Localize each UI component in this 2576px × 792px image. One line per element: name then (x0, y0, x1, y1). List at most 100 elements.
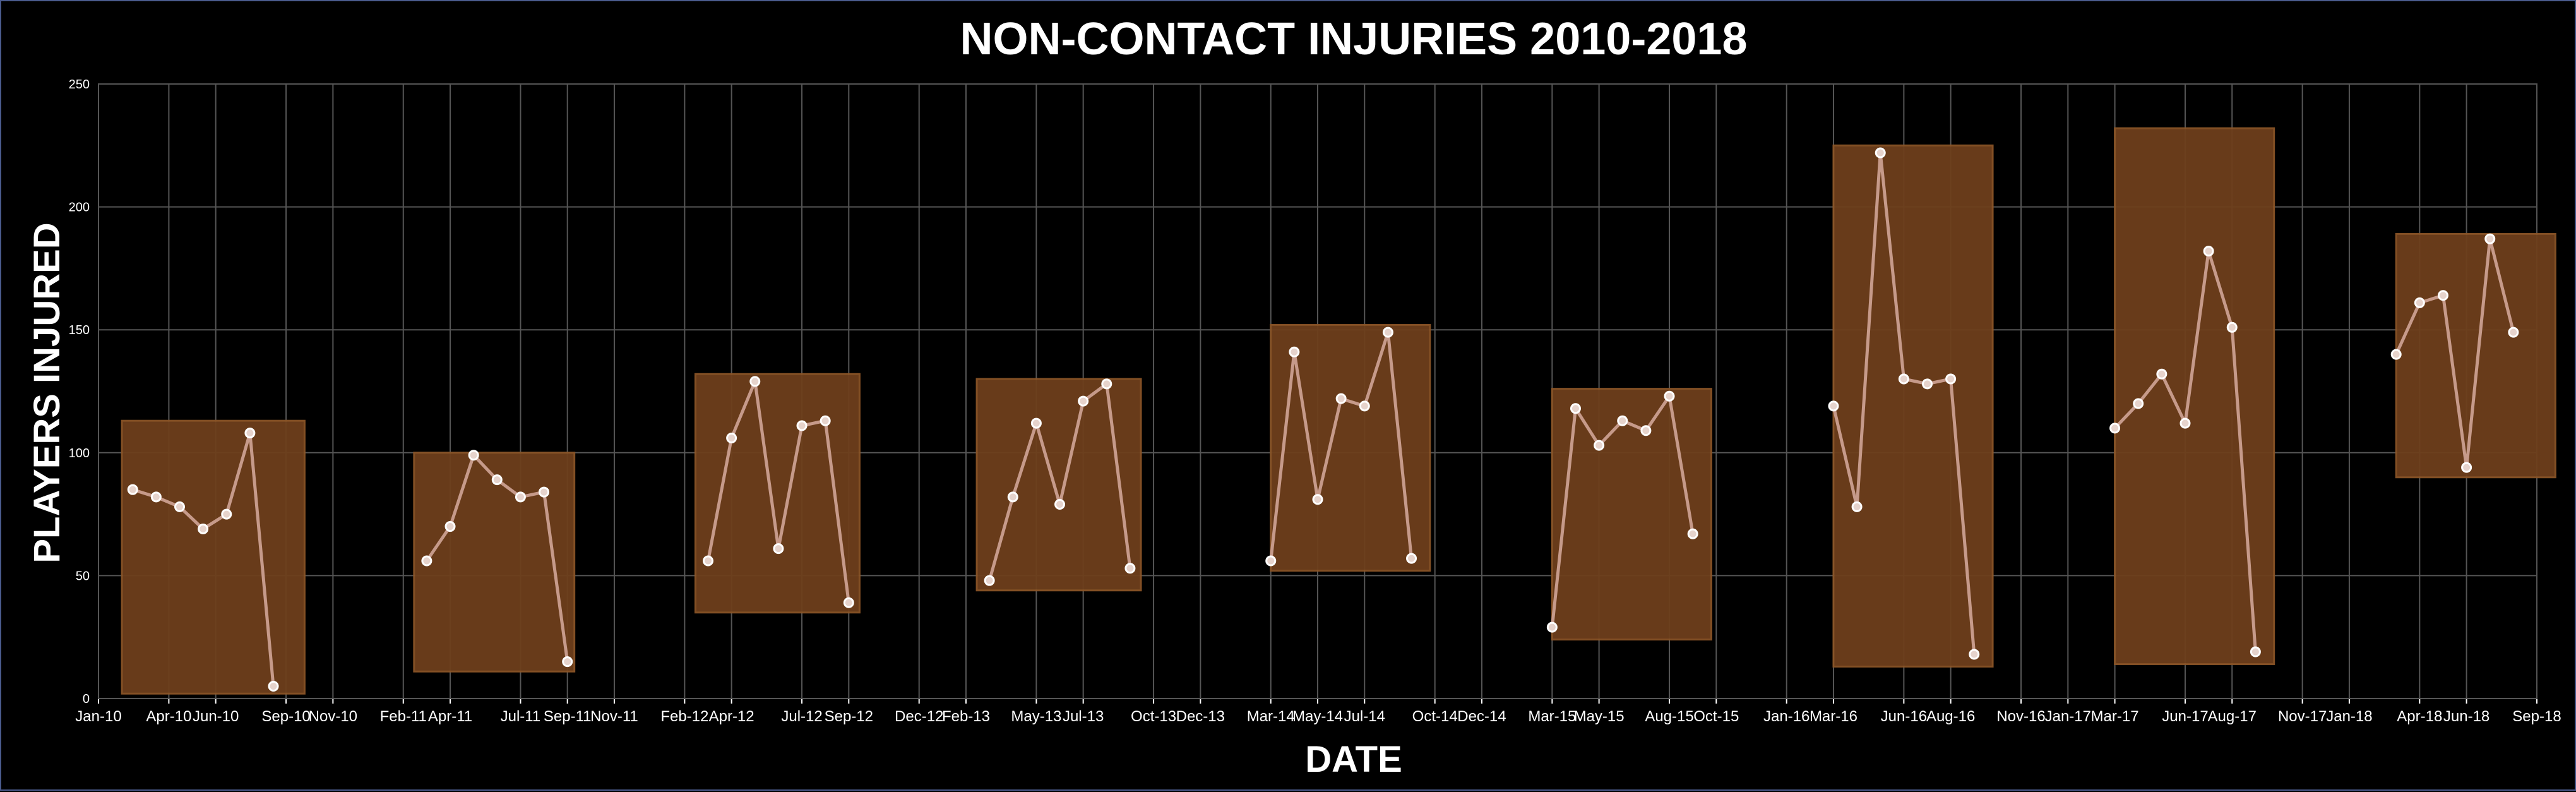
x-tick-label: Nov-11 (590, 708, 638, 725)
data-point (2203, 246, 2214, 257)
data-point (2437, 290, 2448, 301)
data-point (244, 428, 256, 439)
x-tick-label: Aug-15 (1645, 708, 1693, 725)
x-tick-label: Apr-10 (146, 708, 191, 725)
x-tick-label: Nov-17 (2278, 708, 2327, 725)
chart-title: NON-CONTACT INJURIES 2010-2018 (960, 14, 1748, 64)
season-line (2394, 237, 2515, 469)
x-tick-label: Feb-12 (660, 708, 708, 725)
x-tick-label: Mar-17 (2091, 708, 2139, 725)
season-range-boxes (121, 127, 2556, 695)
season-range-box (2395, 232, 2556, 479)
data-point (773, 543, 784, 555)
data-point (468, 450, 479, 461)
data-point (174, 501, 185, 512)
x-tick-label: Sep-10 (261, 708, 310, 725)
x-tick-label: Oct-13 (1131, 708, 1176, 725)
x-tick-label: May-13 (1011, 708, 1061, 725)
data-point-markers (127, 147, 2519, 692)
data-point (1124, 563, 1136, 574)
data-point (2250, 646, 2261, 657)
data-point (2226, 321, 2238, 333)
x-tick-label: Jul-13 (1063, 708, 1104, 725)
season-range-box (975, 378, 1142, 592)
data-point (1922, 378, 1933, 390)
x-tick-label: Feb-11 (380, 708, 427, 725)
y-tick-label: 250 (69, 78, 90, 92)
x-tick-label: Nov-16 (1996, 708, 2045, 725)
data-point (2179, 417, 2191, 429)
data-point (2508, 327, 2519, 338)
x-tick-label: Mar-14 (1247, 708, 1295, 725)
x-tick-label: Jan-16 (1763, 708, 1810, 725)
data-point (1945, 373, 1957, 385)
data-point (1312, 494, 1323, 505)
y-tick-label: 0 (83, 692, 90, 706)
x-tick-label: Jun-10 (193, 708, 239, 725)
data-point (1078, 395, 1089, 407)
data-point (2156, 368, 2168, 380)
x-tick-label: Jan-17 (2045, 708, 2091, 725)
data-point (539, 486, 550, 498)
data-point (1594, 440, 1605, 451)
season-range-box (2114, 127, 2275, 666)
data-point (843, 597, 854, 608)
data-point (984, 575, 995, 586)
x-tick-label: Sep-11 (544, 708, 592, 725)
season-range-box (121, 419, 306, 695)
y-tick-label: 50 (76, 569, 90, 583)
x-tick-label: May-14 (1292, 708, 1343, 725)
data-point (1664, 390, 1675, 402)
data-point (421, 555, 432, 567)
y-tick-label: 200 (69, 201, 90, 215)
data-point (1406, 553, 1417, 564)
data-point (1054, 499, 1066, 510)
x-tick-label: Jul-12 (781, 708, 822, 725)
x-tick-label: Sep-12 (825, 708, 873, 725)
data-point (1898, 373, 1909, 385)
data-point (1687, 528, 1698, 539)
data-point (1265, 555, 1277, 567)
data-point (1828, 400, 1839, 412)
x-tick-label: Feb-13 (942, 708, 990, 725)
x-tick-label: Dec-14 (1457, 708, 1506, 725)
x-tick-label: Jul-11 (501, 708, 541, 725)
y-tick-label: 150 (69, 323, 90, 337)
y-axis-title: PLAYERS INJURED (27, 222, 68, 563)
data-point (268, 681, 279, 692)
data-point (1640, 425, 1652, 436)
x-tick-label: Jan-18 (2326, 708, 2372, 725)
x-tick-label: Apr-11 (428, 708, 472, 725)
x-tick-label: Nov-10 (309, 708, 357, 725)
season-range-box (1832, 144, 1994, 668)
data-point (1382, 327, 1393, 338)
x-tick-label: May-15 (1574, 708, 1625, 725)
data-point (1289, 346, 1300, 357)
x-tick-label: Mar-15 (1528, 708, 1576, 725)
x-tick-label: Apr-12 (709, 708, 754, 725)
data-point (1570, 403, 1581, 414)
season-range-box (1551, 388, 1712, 641)
data-point (1875, 147, 1886, 159)
data-point (1007, 491, 1018, 503)
data-point (2390, 349, 2402, 360)
x-tick-label: Sep-18 (2512, 708, 2561, 725)
data-point (1359, 400, 1370, 412)
data-point (515, 491, 526, 503)
data-point (2414, 297, 2425, 308)
x-tick-label: Jun-17 (2162, 708, 2208, 725)
x-tick-label: Mar-16 (1810, 708, 1857, 725)
data-point (1030, 417, 1042, 429)
data-point (2133, 398, 2144, 409)
x-tick-label: Oct-14 (1412, 708, 1458, 725)
data-point (749, 376, 761, 387)
data-point (2461, 462, 2472, 473)
x-tick-label: Aug-17 (2208, 708, 2257, 725)
data-point (2109, 423, 2121, 434)
data-point (2484, 233, 2496, 244)
season-range-box (694, 373, 861, 614)
x-tick-label: Aug-16 (1926, 708, 1975, 725)
data-point (444, 521, 456, 532)
